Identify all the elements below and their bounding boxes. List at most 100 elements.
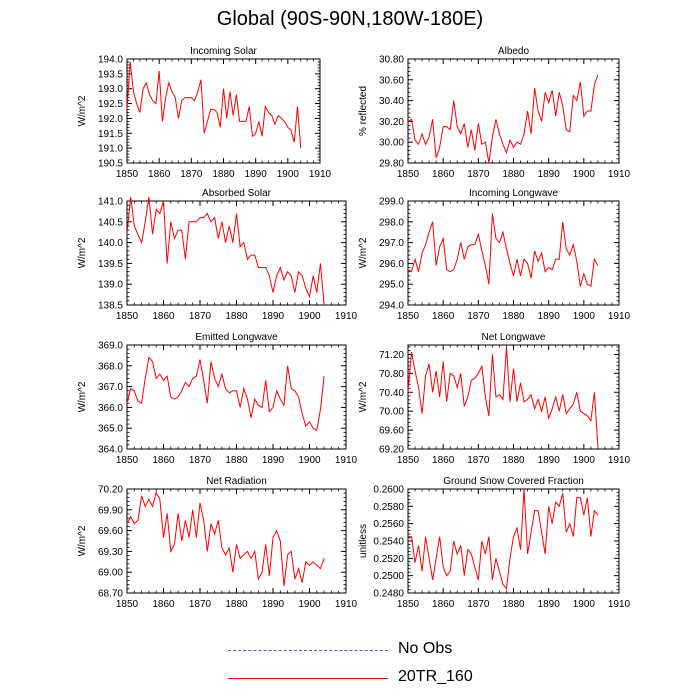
x-tick-label: 1880 — [502, 311, 525, 322]
x-tick-label: 1870 — [180, 169, 203, 180]
x-tick-label: 1880 — [225, 599, 248, 610]
y-tick-label: 0.2560 — [373, 519, 404, 530]
x-tick-label: 1890 — [245, 169, 268, 180]
series-line-20tr-160 — [126, 491, 325, 587]
x-tick-label: 1890 — [262, 599, 285, 610]
chart-ground-snow-covered-fraction: Ground Snow Covered Fraction unitless 1850… — [358, 476, 631, 610]
series-line-20tr-160 — [407, 347, 599, 447]
x-tick-label: 1910 — [608, 169, 631, 180]
y-axis-label: W/m^2 — [358, 237, 369, 268]
y-tick-label: 194.0 — [98, 55, 123, 66]
y-tick-label: 366.0 — [98, 403, 123, 414]
y-axis-label: % reflected — [358, 86, 369, 136]
x-tick-label: 1870 — [189, 455, 212, 466]
y-tick-label: 368.0 — [98, 361, 123, 372]
y-axis-label: W/m^2 — [77, 381, 88, 412]
y-tick-label: 364.0 — [98, 445, 123, 456]
plot-frame — [126, 344, 347, 450]
x-tick-label: 1870 — [189, 311, 212, 322]
x-tick-label: 1880 — [502, 169, 525, 180]
x-tick-label: 1870 — [467, 169, 490, 180]
x-tick-label: 1850 — [397, 599, 420, 610]
x-tick-label: 1850 — [397, 169, 420, 180]
x-tick-label: 1850 — [116, 169, 139, 180]
y-tick-label: 192.0 — [98, 114, 123, 125]
chart-incoming-longwave: Incoming Longwave W/m^2 1850 1860 1870 1880 18… — [358, 188, 631, 322]
y-tick-label: 68.70 — [98, 589, 123, 600]
chart-absorbed-solar: Absorbed Solar W/m^2 1850 1860 1870 1880 1890 1… — [77, 188, 358, 322]
x-tick-label: 1860 — [432, 169, 455, 180]
x-tick-label: 1870 — [467, 455, 490, 466]
x-tick-label: 1850 — [116, 311, 139, 322]
series-line-20tr-160 — [407, 213, 599, 288]
y-tick-label: 297.0 — [379, 238, 404, 249]
x-tick-label: 1860 — [432, 599, 455, 610]
series-line-20tr-160 — [126, 61, 302, 149]
series-line-20tr-160 — [126, 196, 325, 306]
y-tick-label: 369.0 — [98, 341, 123, 352]
y-tick-label: 295.0 — [379, 280, 404, 291]
y-tick-label: 70.00 — [379, 407, 404, 418]
x-tick-label: 1860 — [152, 455, 175, 466]
legend-swatch-no-obs — [228, 650, 388, 651]
y-tick-label: 30.40 — [379, 96, 404, 107]
y-tick-label: 191.5 — [98, 129, 123, 140]
chart-title: Ground Snow Covered Fraction — [443, 476, 584, 487]
y-axis-label: W/m^2 — [77, 237, 88, 268]
plot-frame — [407, 200, 620, 306]
chart-net-radiation: Net Radiation W/m^2 1850 1860 1870 1880 1890 19… — [77, 476, 358, 610]
y-tick-label: 71.20 — [379, 350, 404, 361]
y-tick-label: 0.2520 — [373, 554, 404, 565]
x-tick-label: 1900 — [298, 311, 321, 322]
chart-title: Albedo — [498, 46, 530, 57]
x-tick-label: 1910 — [608, 455, 631, 466]
y-tick-label: 69.00 — [98, 568, 123, 579]
x-tick-label: 1860 — [152, 311, 175, 322]
legend-label-20tr-160: 20TR_160 — [398, 668, 473, 685]
y-axis-label: unitless — [358, 524, 369, 558]
x-tick-label: 1900 — [573, 455, 596, 466]
x-tick-label: 1860 — [432, 311, 455, 322]
x-tick-label: 1850 — [116, 455, 139, 466]
y-tick-label: 69.60 — [379, 426, 404, 437]
x-tick-label: 1860 — [152, 599, 175, 610]
plot-frame — [126, 58, 321, 164]
legend-swatch-20tr-160 — [228, 678, 388, 679]
x-tick-label: 1870 — [467, 599, 490, 610]
figure-title: Global (90S-90N,180W-180E) — [216, 8, 484, 30]
x-tick-label: 1890 — [538, 169, 561, 180]
y-tick-label: 70.20 — [98, 485, 123, 496]
x-tick-label: 1890 — [538, 311, 561, 322]
chart-title: Emitted Longwave — [195, 332, 278, 343]
x-tick-label: 1910 — [608, 311, 631, 322]
x-tick-label: 1910 — [335, 455, 358, 466]
chart-net-longwave: Net Longwave W/m^2 1850 1860 1870 1880 1890 190… — [358, 332, 631, 466]
x-tick-label: 1880 — [502, 455, 525, 466]
y-tick-label: 69.60 — [98, 526, 123, 537]
y-tick-label: 193.5 — [98, 69, 123, 80]
y-tick-label: 193.0 — [98, 84, 123, 95]
y-tick-label: 69.90 — [98, 505, 123, 516]
y-tick-label: 30.60 — [379, 75, 404, 86]
chart-title: Incoming Longwave — [469, 188, 558, 199]
x-tick-label: 1890 — [262, 455, 285, 466]
x-tick-label: 1900 — [298, 455, 321, 466]
series-line-20tr-160 — [407, 74, 599, 164]
y-tick-label: 140.5 — [98, 217, 123, 228]
x-tick-label: 1870 — [189, 599, 212, 610]
y-tick-label: 294.0 — [379, 301, 404, 312]
y-tick-label: 138.5 — [98, 301, 123, 312]
y-tick-label: 365.0 — [98, 424, 123, 435]
chart-title: Incoming Solar — [190, 46, 257, 57]
y-tick-label: 296.0 — [379, 259, 404, 270]
x-tick-label: 1850 — [116, 599, 139, 610]
series-line-20tr-160 — [126, 356, 325, 432]
y-tick-label: 69.20 — [379, 445, 404, 456]
y-tick-label: 190.5 — [98, 159, 123, 170]
y-tick-label: 139.0 — [98, 280, 123, 291]
chart-incoming-solar: Incoming Solar W/m^2 1850 1860 1870 1880 1890 1… — [77, 46, 332, 180]
y-tick-label: 191.0 — [98, 144, 123, 155]
y-tick-label: 0.2600 — [373, 485, 404, 496]
y-axis-label: W/m^2 — [77, 95, 88, 126]
